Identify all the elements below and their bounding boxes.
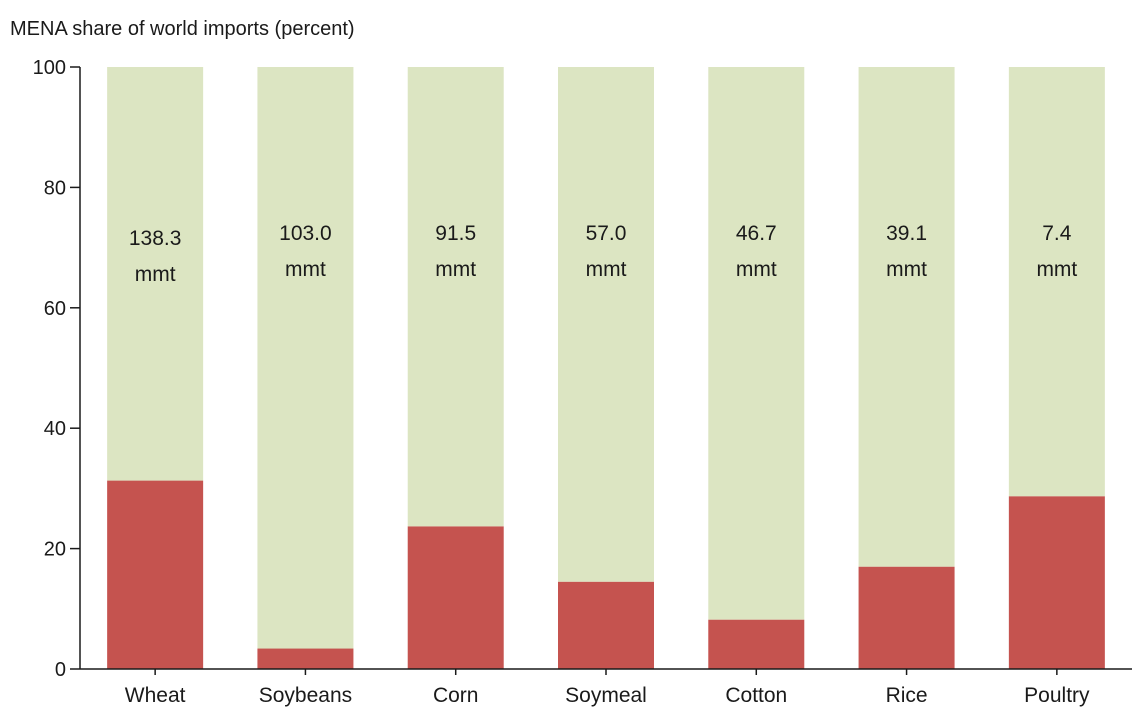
x-tick-label: Wheat (125, 684, 186, 707)
bar-volume-label: mmt (435, 258, 476, 281)
bar-volume-label: 103.0 (279, 222, 332, 245)
bar-volume-label: 91.5 (435, 222, 476, 245)
bar-volume-label: 46.7 (736, 222, 777, 245)
bar-volume-label: mmt (886, 258, 927, 281)
bar-mena-share (858, 566, 955, 669)
y-tick-label: 80 (44, 177, 66, 199)
bar-rest-of-world (708, 67, 805, 620)
bar-rest-of-world (407, 67, 504, 527)
bar-mena-share (1008, 496, 1105, 669)
bar-volume-label: mmt (285, 258, 326, 281)
bar-rest-of-world (107, 67, 204, 481)
bar-mena-share (257, 648, 354, 669)
x-tick-label: Cotton (725, 684, 787, 707)
bar-rest-of-world (558, 67, 654, 582)
x-tick-label: Rice (886, 684, 928, 707)
y-tick-label: 40 (44, 418, 66, 440)
x-tick-label: Poultry (1024, 684, 1090, 707)
bar-volume-label: mmt (135, 263, 176, 286)
y-tick-label: 60 (44, 298, 66, 320)
bar-rest-of-world (1008, 67, 1105, 497)
y-tick-label: 20 (44, 539, 66, 561)
bar-volume-label: 39.1 (886, 222, 927, 245)
x-tick-label: Soybeans (259, 684, 352, 707)
y-tick-label: 100 (33, 57, 66, 79)
x-tick-label: Corn (433, 684, 479, 707)
bar-volume-label: 7.4 (1042, 222, 1072, 245)
chart-title: MENA share of world imports (percent) (10, 18, 355, 40)
bar-mena-share (107, 480, 204, 669)
bar-mena-share (407, 526, 504, 669)
bar-mena-share (558, 581, 654, 669)
bar-volume-label: 57.0 (586, 222, 627, 245)
bar-rest-of-world (858, 67, 955, 567)
bar-rest-of-world (257, 67, 354, 649)
bar-volume-label: mmt (736, 258, 777, 281)
y-tick-label: 0 (55, 659, 66, 681)
x-tick-label: Soymeal (565, 684, 647, 707)
bar-volume-label: mmt (586, 258, 627, 281)
bar-volume-label: mmt (1036, 258, 1077, 281)
bar-volume-label: 138.3 (129, 227, 182, 250)
bar-mena-share (708, 619, 805, 669)
